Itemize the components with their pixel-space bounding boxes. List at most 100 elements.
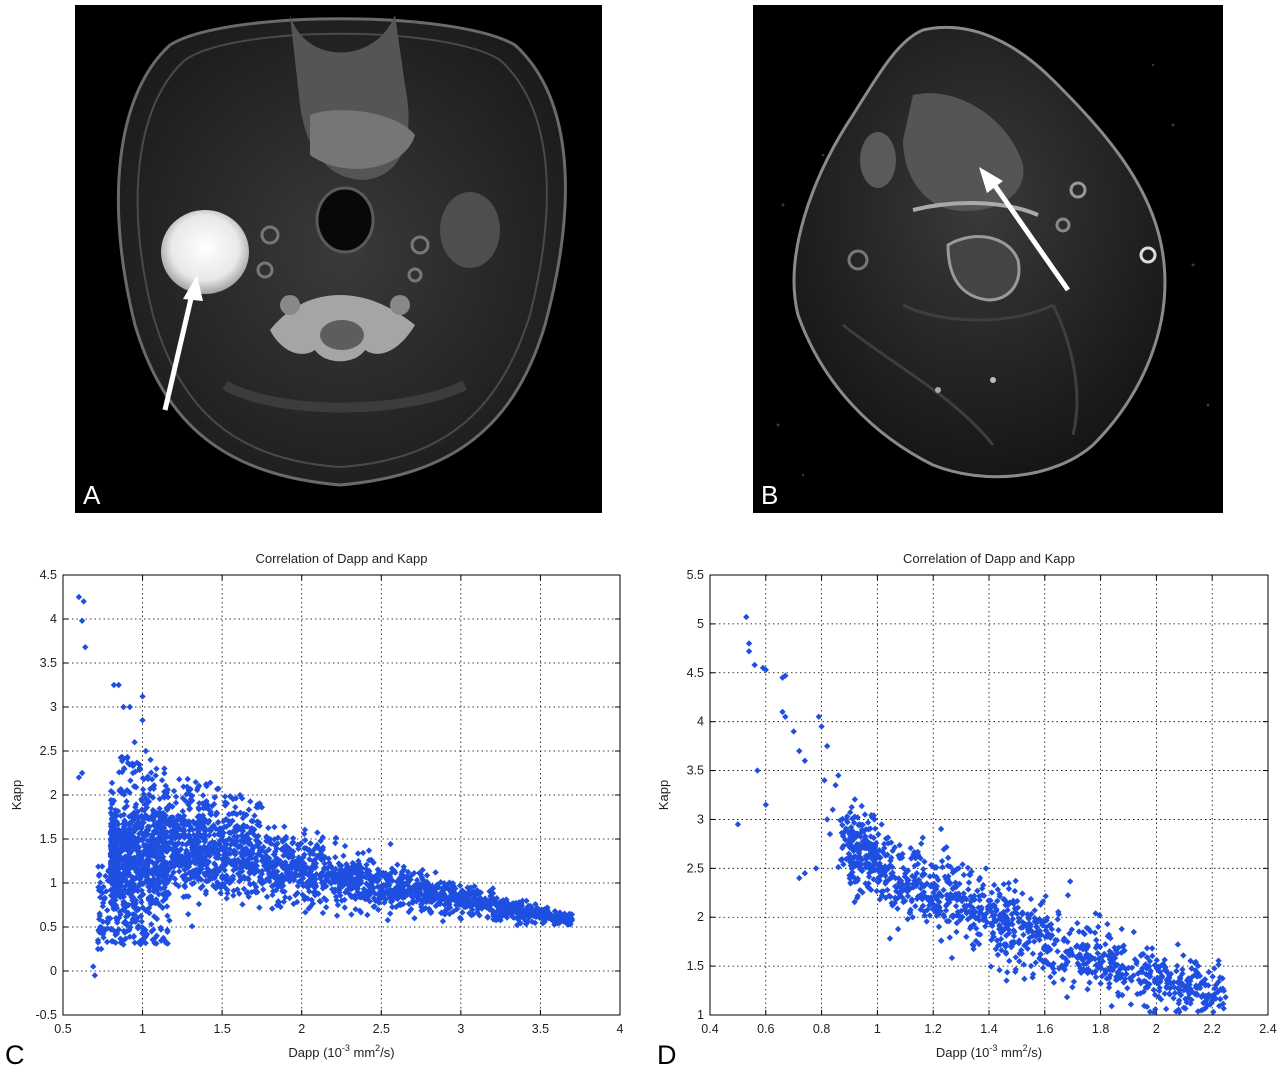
data-point	[566, 920, 573, 928]
data-point	[474, 901, 482, 909]
data-point	[966, 908, 973, 915]
data-point	[883, 866, 891, 873]
data-point	[170, 833, 177, 840]
data-point	[171, 827, 179, 835]
data-point	[113, 851, 120, 858]
data-point	[875, 831, 882, 838]
data-point	[116, 876, 124, 884]
data-point	[1044, 933, 1051, 940]
data-point	[143, 878, 150, 886]
data-point	[109, 822, 117, 829]
data-point	[153, 765, 160, 772]
data-point	[109, 863, 117, 870]
data-point	[423, 885, 431, 893]
data-point	[413, 880, 421, 887]
data-point	[516, 909, 523, 916]
data-point	[180, 816, 187, 823]
data-point	[152, 862, 159, 870]
data-point	[974, 913, 982, 921]
data-point	[1003, 932, 1010, 939]
data-point	[538, 910, 545, 917]
data-point	[987, 920, 995, 927]
data-point	[1096, 961, 1104, 968]
data-point	[1084, 969, 1091, 977]
data-point	[916, 892, 923, 900]
data-point	[894, 905, 901, 912]
data-point	[847, 873, 854, 880]
data-point	[849, 835, 856, 842]
data-point	[1124, 984, 1131, 992]
data-point	[1009, 921, 1016, 928]
data-point	[248, 817, 255, 825]
data-point	[224, 890, 231, 897]
data-point	[848, 855, 855, 862]
data-point	[1148, 945, 1156, 952]
data-point	[1111, 954, 1119, 962]
data-point	[185, 893, 192, 900]
data-point	[423, 878, 431, 886]
data-point	[492, 912, 500, 919]
data-point	[451, 890, 459, 897]
data-point	[109, 867, 117, 874]
data-point	[234, 833, 241, 840]
data-point	[253, 804, 260, 811]
data-point	[387, 886, 395, 894]
data-point	[988, 908, 995, 916]
data-point	[1202, 982, 1209, 989]
data-point	[441, 890, 448, 898]
data-point	[113, 809, 120, 816]
data-point	[107, 842, 115, 849]
data-point	[233, 864, 240, 872]
data-point	[1164, 969, 1171, 976]
data-point	[907, 844, 914, 852]
data-point	[144, 862, 151, 869]
data-point	[160, 845, 167, 852]
data-point	[423, 898, 430, 906]
data-point	[551, 907, 559, 915]
data-point	[318, 856, 325, 864]
data-point	[228, 810, 236, 817]
data-point	[127, 837, 134, 845]
data-point	[229, 817, 236, 825]
data-point	[113, 818, 120, 826]
data-point	[1061, 937, 1068, 944]
data-point	[117, 939, 124, 946]
data-point	[159, 865, 167, 872]
data-point	[881, 871, 888, 878]
data-point	[1165, 972, 1173, 980]
data-point	[1177, 991, 1185, 999]
data-point	[226, 858, 233, 865]
data-point	[175, 858, 183, 865]
data-point	[1086, 957, 1093, 965]
data-point	[130, 817, 137, 824]
data-point	[428, 898, 436, 906]
data-point	[566, 918, 574, 925]
data-point	[151, 822, 159, 829]
data-point	[526, 913, 534, 921]
data-point	[238, 832, 245, 839]
data-point	[1070, 978, 1078, 985]
data-point	[369, 884, 376, 891]
data-point	[993, 937, 1001, 944]
data-point	[734, 821, 742, 828]
data-point	[397, 892, 405, 900]
data-point	[240, 822, 247, 830]
data-point	[132, 900, 139, 907]
data-point	[353, 865, 361, 872]
data-point	[161, 788, 168, 795]
data-point	[901, 873, 909, 880]
data-point	[127, 777, 134, 784]
data-point	[1029, 932, 1036, 940]
data-point	[110, 878, 118, 885]
data-point	[526, 907, 533, 914]
data-point	[405, 900, 413, 908]
data-point	[476, 901, 483, 908]
data-point	[966, 871, 973, 878]
data-point	[404, 868, 412, 876]
data-point	[953, 912, 960, 919]
data-point	[167, 859, 174, 866]
data-point	[1151, 978, 1158, 986]
data-point	[842, 836, 849, 844]
data-point	[1004, 919, 1011, 927]
data-point	[113, 859, 120, 866]
